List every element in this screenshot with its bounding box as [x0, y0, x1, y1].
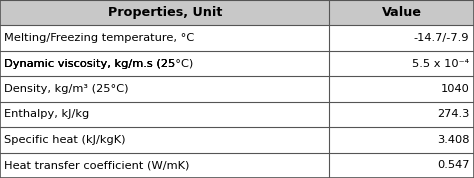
Text: Heat transfer coefficient (W/mK): Heat transfer coefficient (W/mK) — [4, 160, 189, 170]
Text: Specific heat (kJ/kgK): Specific heat (kJ/kgK) — [4, 135, 125, 145]
Bar — [0, 153, 474, 178]
Bar — [0, 25, 474, 51]
Text: -14.7/-7.9: -14.7/-7.9 — [414, 33, 469, 43]
Text: Melting/Freezing temperature, °C: Melting/Freezing temperature, °C — [4, 33, 194, 43]
Text: Dynamic viscosity, kg/m.s (25°C): Dynamic viscosity, kg/m.s (25°C) — [4, 59, 193, 69]
Text: Dynamic viscosity, kg/m.s (25: Dynamic viscosity, kg/m.s (25 — [4, 59, 175, 69]
Bar — [0, 102, 474, 127]
Text: Density, kg/m³ (25°C): Density, kg/m³ (25°C) — [4, 84, 128, 94]
Bar — [0, 0, 474, 25]
Text: Properties, Unit: Properties, Unit — [108, 6, 222, 19]
Text: 3.408: 3.408 — [437, 135, 469, 145]
Text: 0.547: 0.547 — [437, 160, 469, 170]
Text: Value: Value — [382, 6, 422, 19]
Text: Enthalpy, kJ/kg: Enthalpy, kJ/kg — [4, 109, 89, 119]
Text: 5.5 x 10⁻⁴: 5.5 x 10⁻⁴ — [412, 59, 469, 69]
Text: 1040: 1040 — [440, 84, 469, 94]
Text: Dynamic viscosity, kg/m.s (25: Dynamic viscosity, kg/m.s (25 — [4, 59, 175, 69]
Bar — [0, 127, 474, 153]
Text: 274.3: 274.3 — [437, 109, 469, 119]
Bar — [0, 76, 474, 102]
Bar — [0, 51, 474, 76]
